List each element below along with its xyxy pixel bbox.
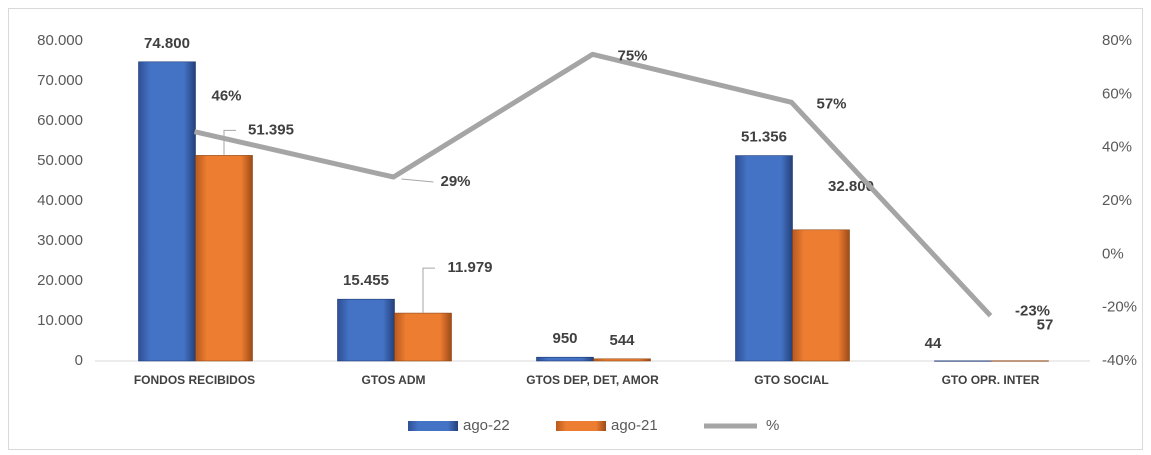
y2-tick-label: 20% — [1102, 192, 1132, 209]
data-label: 44 — [925, 335, 942, 352]
legend-swatch — [408, 421, 458, 431]
y-tick-label: 20.000 — [37, 272, 83, 289]
data-label: -23% — [1015, 303, 1050, 320]
leader-line — [223, 129, 236, 156]
y-tick-label: 80.000 — [37, 32, 83, 49]
bar — [394, 312, 452, 362]
bar — [536, 356, 594, 362]
x-tick-label: GTOS DEP, DET, AMOR — [526, 373, 659, 387]
y-tick-label: 10.000 — [37, 312, 83, 329]
data-label: 11.979 — [447, 259, 492, 276]
x-tick-label: GTO SOCIAL — [754, 373, 828, 387]
data-label: 51.356 — [741, 129, 787, 146]
data-label: 46% — [211, 88, 241, 105]
y2-tick-label: 80% — [1102, 32, 1132, 49]
bar — [792, 229, 850, 362]
y-tick-label: 70.000 — [37, 72, 83, 89]
bar — [735, 155, 793, 362]
legend-label: ago-21 — [611, 417, 658, 434]
legend-label: % — [766, 417, 779, 434]
data-label: 75% — [617, 47, 647, 64]
y-tick-label: 60.000 — [37, 112, 83, 129]
leader-line — [401, 178, 434, 183]
y2-tick-label: 60% — [1102, 85, 1132, 102]
bar — [337, 298, 395, 362]
data-label: 57% — [816, 95, 846, 112]
x-tick-label: GTO OPR. INTER — [942, 373, 1040, 387]
data-label: 57 — [1037, 317, 1054, 334]
bar — [991, 360, 1049, 362]
data-label: 544 — [609, 332, 635, 349]
x-tick-label: FONDOS RECIBIDOS — [134, 373, 255, 387]
data-label: 950 — [552, 330, 577, 347]
data-label: 29% — [440, 173, 470, 190]
x-tick-label: GTOS ADM — [361, 373, 425, 387]
y-tick-label: 30.000 — [37, 232, 83, 249]
line-series — [193, 51, 993, 318]
bar — [934, 360, 992, 362]
y-tick-label: 0 — [75, 352, 83, 369]
y2-tick-label: -20% — [1102, 299, 1137, 316]
data-label: 51.395 — [248, 121, 294, 138]
y-tick-label: 40.000 — [37, 192, 83, 209]
y-tick-label: 50.000 — [37, 152, 83, 169]
legend-label: ago-22 — [463, 417, 510, 434]
bar — [593, 358, 651, 362]
data-label: 15.455 — [343, 272, 389, 289]
bar — [195, 155, 253, 362]
y2-tick-label: 40% — [1102, 139, 1132, 156]
data-label: 74.800 — [144, 35, 190, 52]
y2-tick-label: 0% — [1102, 245, 1124, 262]
legend-swatch — [556, 421, 606, 431]
y2-tick-label: -40% — [1102, 352, 1137, 369]
bar — [138, 61, 196, 362]
leader-line — [422, 267, 435, 314]
